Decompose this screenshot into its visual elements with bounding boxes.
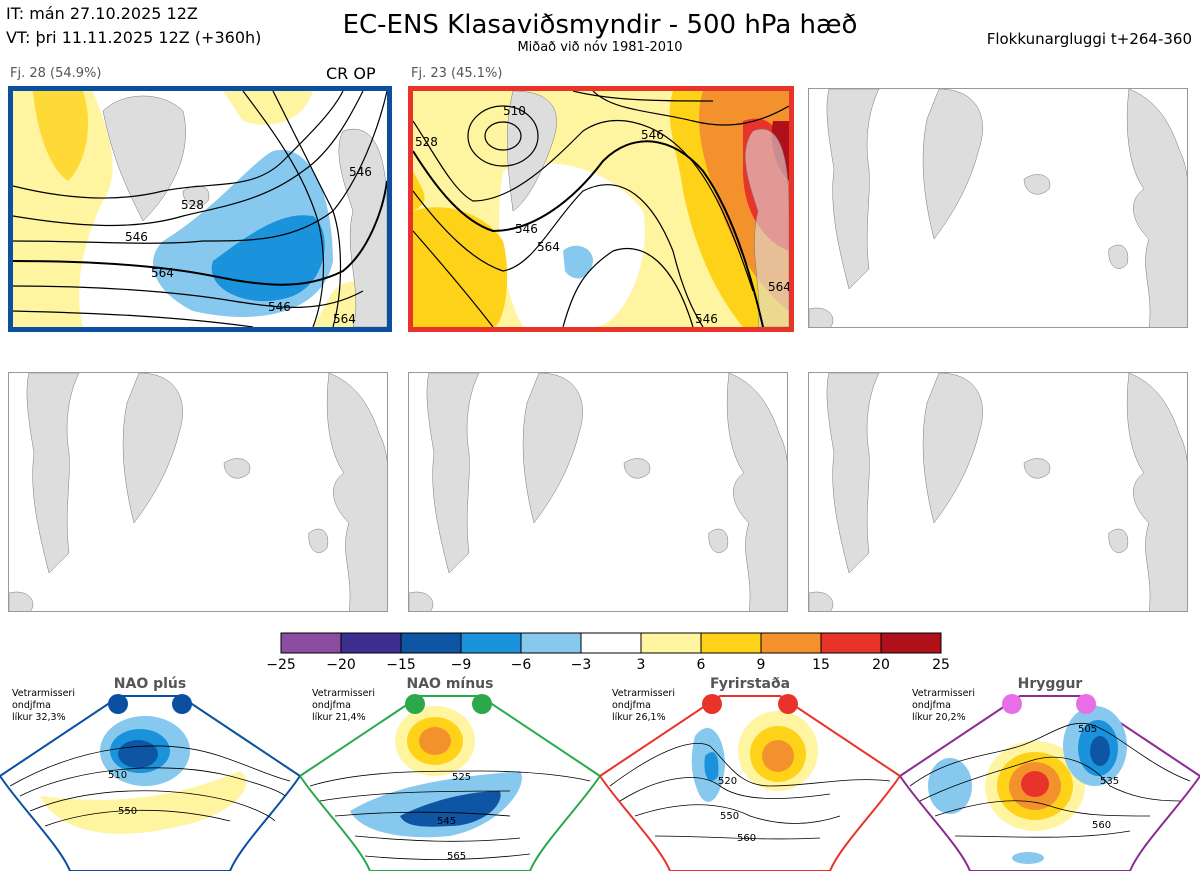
regime-2-marker [405,694,425,714]
colorbar-swatch [520,632,582,654]
regime-1-marker [108,694,128,714]
colorbar-swatch [700,632,762,654]
anomaly-colorbar [280,632,942,654]
regime-ridge-map: 505 535 560 [900,694,1200,871]
regime-3-marker [778,694,798,714]
cluster-2-contour-label: 546 [695,312,718,326]
regime-2-contour-label: 565 [447,851,466,862]
colorbar-swatch [820,632,882,654]
regime-1-name: NAO plús [113,676,187,692]
colorbar-tick-label: 25 [932,657,950,673]
empty-cluster-map-5 [408,372,788,612]
colorbar-tick-label: 15 [812,657,830,673]
regime-2-contour-label: 545 [437,816,456,827]
colorbar-swatch [880,632,942,654]
regime-blocking-map: 520 550 560 [600,694,900,871]
colorbar-tick-label: −6 [510,657,532,673]
regime-3-contour-label: 560 [737,833,756,844]
regime-3-contour-label: 550 [720,811,739,822]
classification-window: Flokkunargluggi t+264-360 [986,30,1192,48]
init-time: IT: mán 27.10.2025 12Z [6,4,198,23]
cluster-2-map-graphic: 510 528 546 546 564 564 546 [413,91,789,327]
colorbar-tick-label: −9 [450,657,472,673]
colorbar-tick-label: −20 [326,657,356,673]
regime-3-note: Vetrarmisseri ondjfma líkur 26,1% [612,688,675,723]
page-title: EC-ENS Klasaviðsmyndir - 500 hPa hæð [342,10,858,40]
colorbar-tick-label: −25 [266,657,296,673]
regime-1-marker [172,694,192,714]
colorbar-tick-label: 20 [872,657,890,673]
cluster-1-contour-label: 546 [349,165,372,179]
regime-4-marker [1002,694,1022,714]
empty-cluster-map-6 [808,372,1188,612]
cluster-1-contour-label: 564 [333,312,356,326]
colorbar-tick-label: 9 [756,657,766,673]
cluster-1-contour-label: 546 [268,300,291,314]
colorbar-swatch [460,632,522,654]
cluster-1-contour-label: 528 [181,198,204,212]
cluster-1-contour-label: 564 [151,266,174,280]
regime-blocking[interactable]: 520 550 560 Fyrirstaða Vetrarmisseri ondj… [600,676,900,871]
regime-4-name: Hryggur [1017,676,1083,692]
regime-3-contour-label: 520 [718,776,737,787]
colorbar-tick-label: −15 [386,657,416,673]
regime-4-marker [1076,694,1096,714]
regime-ridge[interactable]: 505 535 560 Hryggur Vetrarmisseri ondjfma… [900,676,1200,871]
regime-nao-minus-map: 525 545 565 [300,694,600,871]
regime-1-contour-label: 550 [118,806,137,817]
regime-2-marker [472,694,492,714]
colorbar-swatch [400,632,462,654]
colorbar-swatch [280,632,342,654]
colorbar-swatch [340,632,402,654]
regime-nao-plus[interactable]: 510 550 NAO plús Vetrarmisseri ondjfma lík… [0,676,300,871]
cluster-1-tag: CR OP [326,64,376,83]
cluster-2-contour-label: 528 [415,135,438,149]
colorbar-tick-label: −3 [570,657,592,673]
cluster-1-map-graphic: 528 546 564 546 546 564 [13,91,387,327]
regime-3-name: Fyrirstaða [709,676,791,692]
cluster-1-map[interactable]: 528 546 564 546 546 564 [8,86,392,332]
colorbar-tick-label: 6 [696,657,706,673]
regime-4-contour-label: 535 [1100,776,1119,787]
colorbar-swatch [760,632,822,654]
colorbar-swatch [580,632,642,654]
cluster-2-label: Fj. 23 (45.1%) [411,66,503,81]
cluster-2-contour-label: 564 [768,280,789,294]
empty-cluster-map-3 [808,88,1188,328]
valid-time: VT: þri 11.11.2025 12Z (+360h) [6,28,262,47]
regime-nao-minus[interactable]: 525 545 565 NAO mínus Vetrarmisseri ondjf… [300,676,600,871]
regime-2-name: NAO mínus [406,676,494,692]
colorbar-swatch [640,632,702,654]
empty-cluster-map-4 [8,372,388,612]
cluster-2-contour-label: 564 [537,240,560,254]
regime-1-contour-label: 510 [108,770,127,781]
regime-4-contour-label: 505 [1078,724,1097,735]
colorbar-tick-label: 3 [636,657,646,673]
regime-2-note: Vetrarmisseri ondjfma líkur 21,4% [312,688,375,723]
cluster-1-contour-label: 546 [125,230,148,244]
cluster-2-map[interactable]: 510 528 546 546 564 564 546 [408,86,794,332]
cluster-1-label: Fj. 28 (54.9%) [10,66,102,81]
regime-2-contour-label: 525 [452,772,471,783]
cluster-2-contour-label: 510 [503,104,526,118]
regime-4-note: Vetrarmisseri ondjfma líkur 20,2% [912,688,975,723]
regime-1-note: Vetrarmisseri ondjfma líkur 32,3% [12,688,75,723]
regime-3-marker [702,694,722,714]
regime-4-contour-label: 560 [1092,820,1111,831]
cluster-2-contour-label: 546 [641,128,664,142]
page-subtitle: Miðað við nóv 1981-2010 [517,40,683,55]
cluster-2-contour-label: 546 [515,222,538,236]
